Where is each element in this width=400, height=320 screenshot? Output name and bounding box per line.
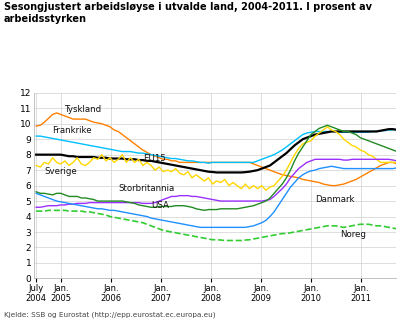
Text: EU15: EU15: [143, 154, 166, 163]
Text: Sesongjustert arbeidsløyse i utvalde land, 2004-2011. I prosent av: Sesongjustert arbeidsløyse i utvalde lan…: [4, 2, 372, 12]
Text: Tyskland: Tyskland: [65, 106, 102, 115]
Text: Sverige: Sverige: [44, 167, 77, 176]
Text: Kjelde: SSB og Eurostat (http://epp.eurostat.ec.europa.eu): Kjelde: SSB og Eurostat (http://epp.euro…: [4, 312, 216, 318]
Text: Danmark: Danmark: [315, 195, 354, 204]
Text: Noreg: Noreg: [340, 230, 366, 239]
Text: Storbritannia: Storbritannia: [118, 184, 174, 193]
Text: USA: USA: [151, 201, 169, 210]
Text: Frankrike: Frankrike: [52, 125, 92, 134]
Text: arbeidsstyrken: arbeidsstyrken: [4, 14, 87, 24]
